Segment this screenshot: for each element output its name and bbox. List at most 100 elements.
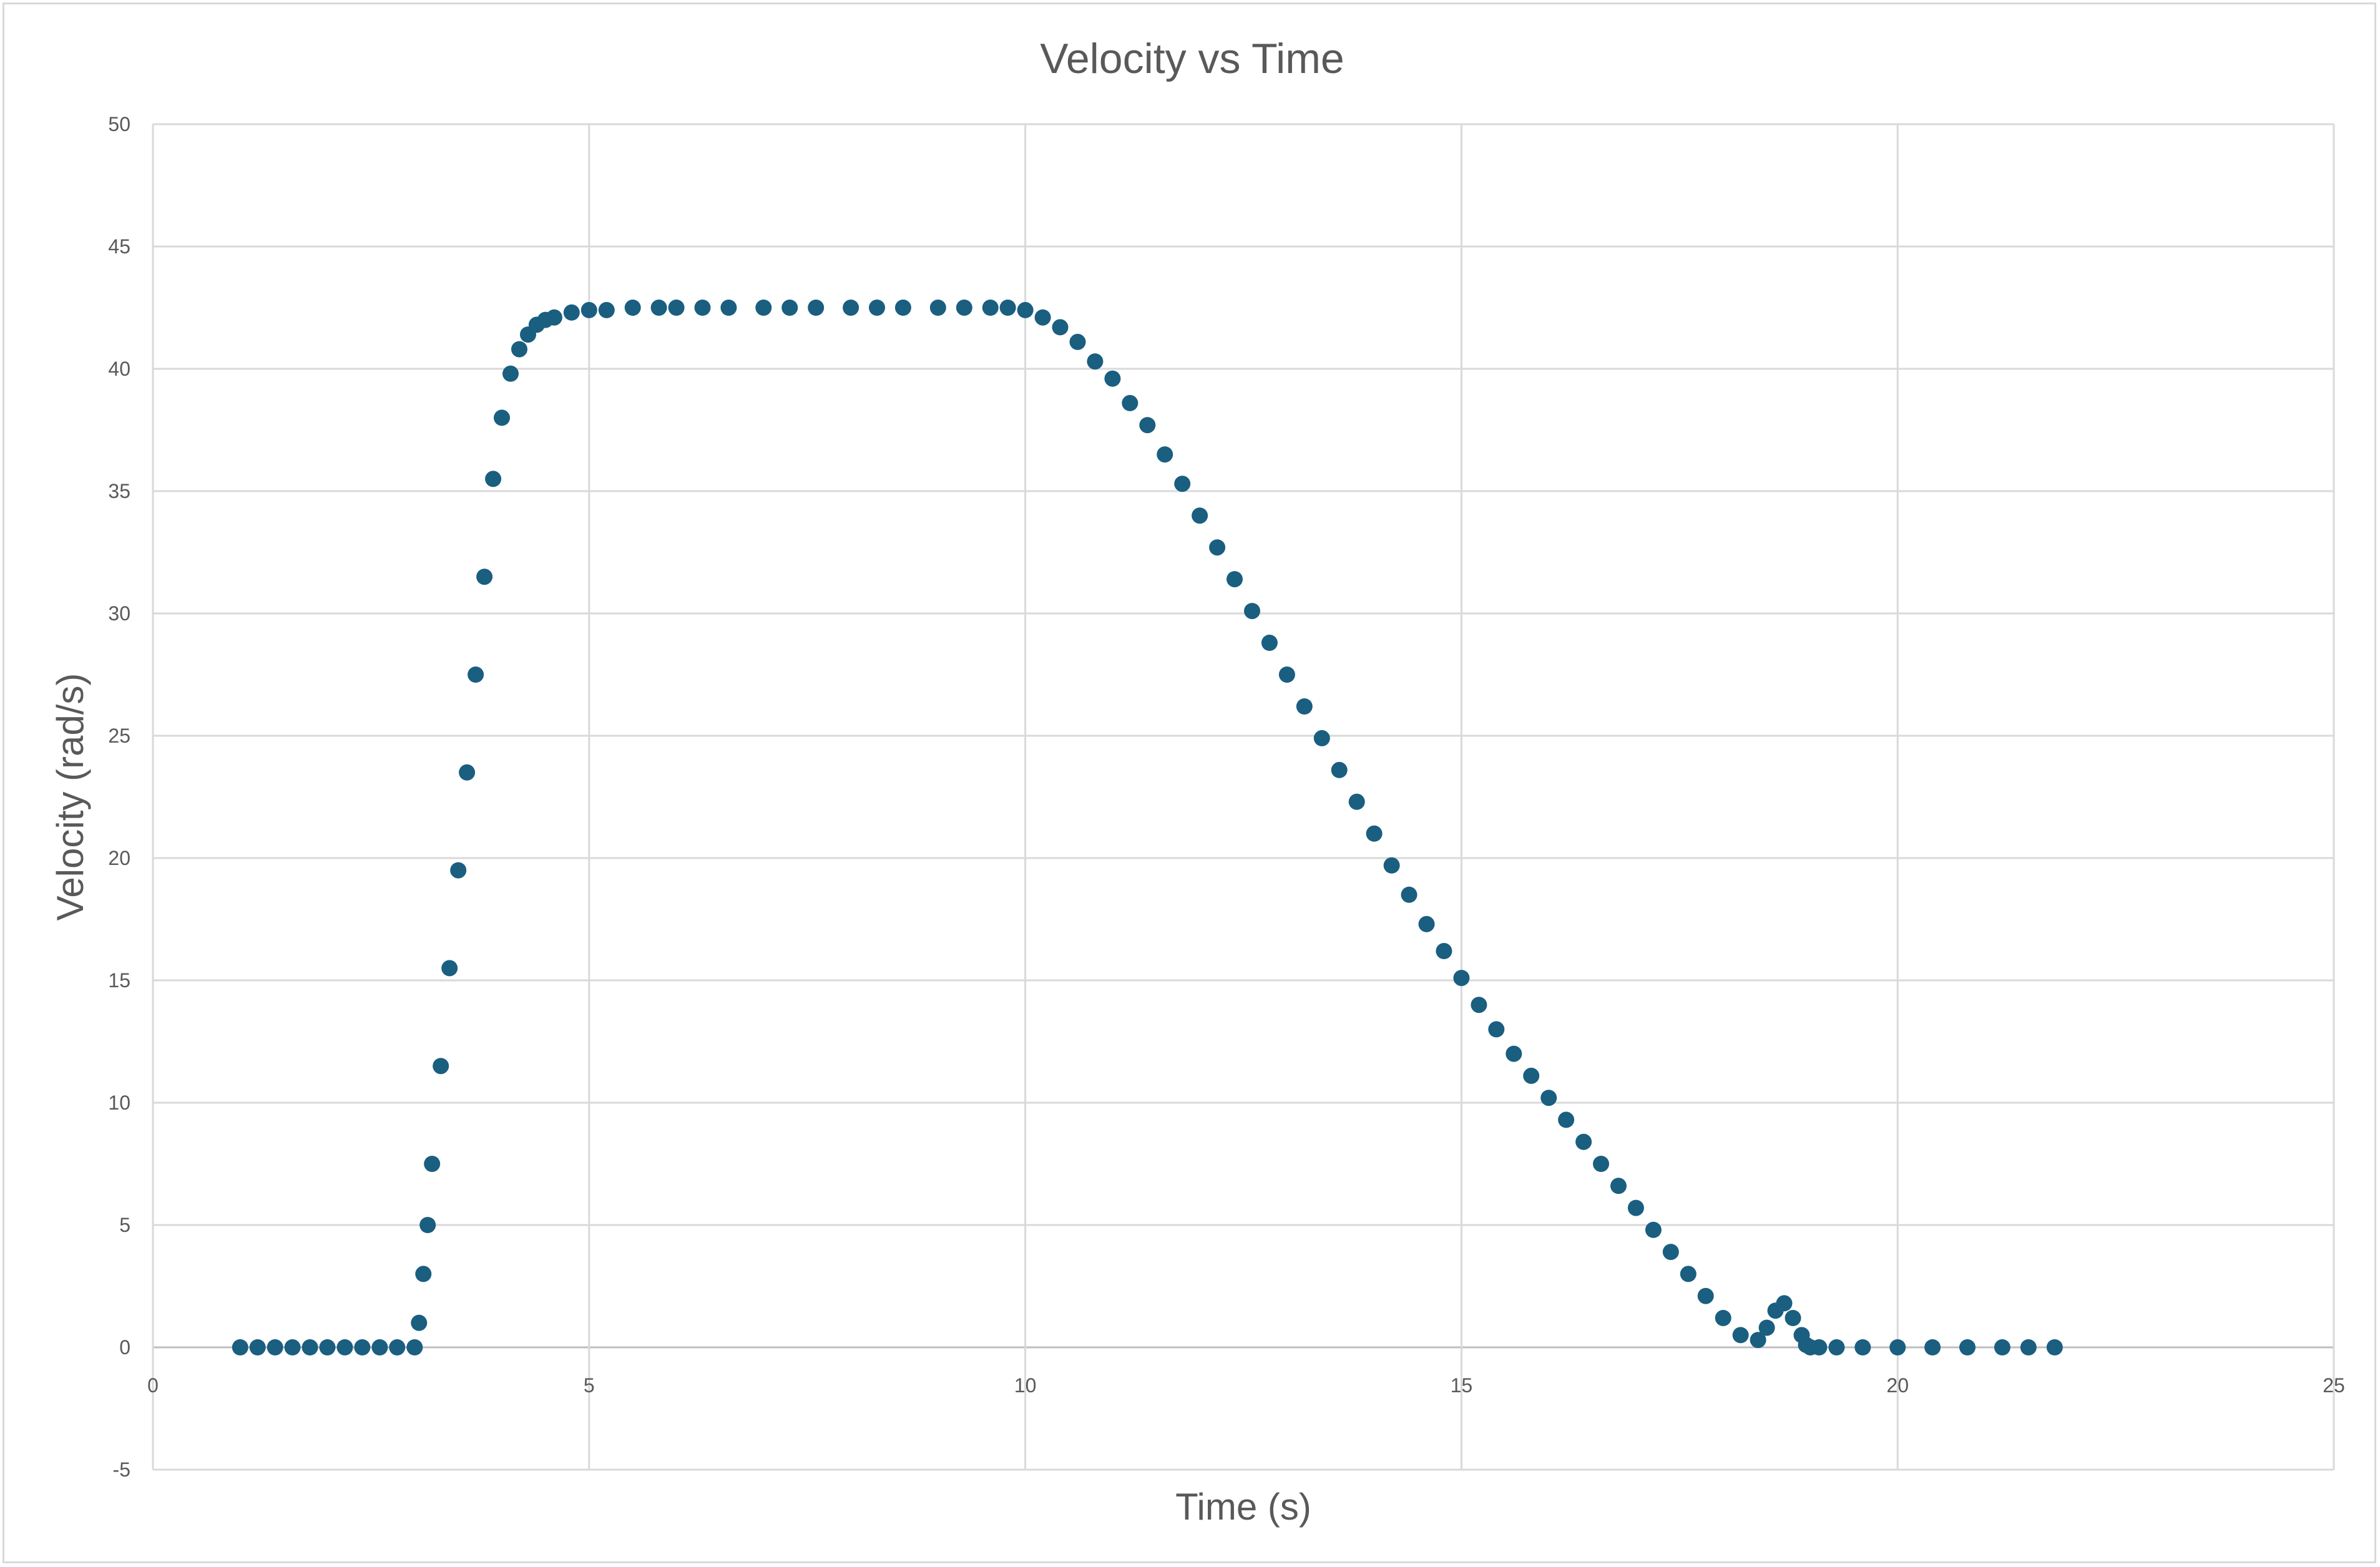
data-point [1558, 1111, 1575, 1128]
y-tick-label: 15 [108, 969, 130, 992]
data-point [319, 1339, 336, 1355]
data-point [1104, 370, 1121, 387]
data-point [1174, 476, 1191, 492]
data-point [1488, 1021, 1505, 1038]
data-point [1069, 333, 1086, 350]
data-point [894, 300, 911, 316]
data-point [1758, 1319, 1775, 1336]
data-point [1401, 886, 1418, 903]
data-point [249, 1339, 266, 1355]
x-axis-title: Time (s) [1175, 1486, 1311, 1528]
data-point [755, 300, 772, 316]
data-point [2020, 1339, 2037, 1355]
data-point [1313, 730, 1330, 746]
data-point [808, 300, 825, 316]
data-point [1471, 997, 1487, 1013]
data-point [1453, 970, 1470, 987]
data-point [389, 1339, 406, 1355]
data-point [1244, 603, 1260, 620]
data-point [1593, 1156, 1609, 1172]
data-point [546, 309, 562, 326]
data-point [694, 300, 711, 316]
data-point [1348, 793, 1365, 810]
data-point [1017, 301, 1034, 318]
data-point [1157, 446, 1173, 463]
data-point [450, 862, 467, 879]
data-point [411, 1314, 428, 1331]
data-point [1034, 309, 1051, 326]
horizontal-gridlines [153, 123, 2334, 1471]
data-point [781, 300, 798, 316]
data-point [1776, 1295, 1793, 1312]
data-point [1889, 1339, 1906, 1355]
data-point [1366, 825, 1383, 842]
data-point [1052, 319, 1069, 336]
data-point [371, 1339, 388, 1355]
y-tick-label: 50 [108, 113, 130, 135]
data-point [502, 365, 519, 382]
data-point [1296, 698, 1313, 715]
data-point [668, 300, 685, 316]
data-point [1192, 507, 1208, 524]
data-point [336, 1339, 353, 1355]
data-point [1331, 761, 1348, 778]
data-point [563, 304, 580, 321]
data-point [1540, 1090, 1557, 1106]
data-point [1383, 857, 1400, 874]
data-point [511, 341, 527, 358]
data-point [1575, 1133, 1592, 1150]
data-point [650, 300, 667, 316]
data-point [1506, 1045, 1522, 1062]
data-point [1854, 1339, 1871, 1355]
x-tick-label: 25 [2323, 1374, 2345, 1397]
y-tick-label: 35 [108, 480, 130, 502]
data-point [1523, 1067, 1540, 1084]
data-point [354, 1339, 371, 1355]
data-point [624, 300, 641, 316]
data-point [1959, 1339, 1976, 1355]
data-point [468, 666, 484, 683]
x-tick-label: 20 [1886, 1374, 1909, 1397]
x-axis-tick-labels: 0 5 10 15 20 25 [147, 1374, 2345, 1397]
data-points [232, 300, 2063, 1355]
x-tick-label: 15 [1451, 1374, 1473, 1397]
data-point [999, 300, 1016, 316]
vertical-gridlines [152, 124, 2335, 1470]
data-point [1994, 1339, 2010, 1355]
data-point [419, 1217, 436, 1233]
data-point [1662, 1244, 1679, 1261]
data-point [720, 300, 737, 316]
y-tick-label: 40 [108, 358, 130, 380]
data-point [301, 1339, 318, 1355]
data-point [1209, 539, 1226, 556]
y-axis-tick-labels: -5 0 5 10 15 20 25 30 35 40 45 50 [108, 113, 130, 1481]
data-point [1750, 1332, 1766, 1349]
data-point [1924, 1339, 1941, 1355]
y-axis-title: Velocity (rad/s) [49, 673, 91, 921]
data-point [1122, 394, 1139, 411]
data-point [1732, 1327, 1749, 1344]
data-point [598, 301, 615, 318]
data-point [415, 1266, 432, 1282]
y-tick-label: 0 [119, 1336, 130, 1359]
data-point [982, 300, 999, 316]
data-point [843, 300, 859, 316]
data-point [284, 1339, 301, 1355]
data-point [1610, 1178, 1627, 1194]
y-tick-label: -5 [113, 1458, 130, 1481]
data-point [433, 1058, 449, 1075]
data-point [441, 960, 458, 977]
data-point [929, 300, 946, 316]
data-point [232, 1339, 248, 1355]
data-point [1418, 915, 1435, 932]
y-tick-label: 25 [108, 725, 130, 747]
chart-title: Velocity vs Time [1040, 35, 1344, 82]
scatter-chart: -5 0 5 10 15 20 25 30 35 40 45 50 0 5 10 15 20 25 Veloci… [49, 35, 2345, 1528]
data-point [459, 764, 476, 781]
data-point [956, 300, 972, 316]
y-tick-label: 30 [108, 602, 130, 625]
data-point [476, 569, 493, 585]
x-tick-label: 0 [147, 1374, 159, 1397]
y-tick-label: 20 [108, 847, 130, 869]
